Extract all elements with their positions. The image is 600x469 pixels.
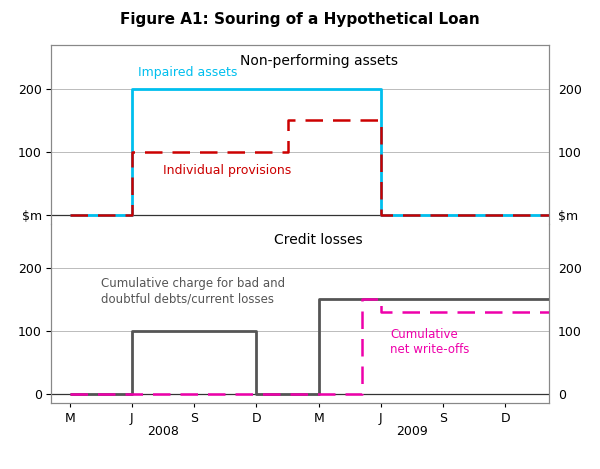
Text: Individual provisions: Individual provisions [163,164,292,177]
Text: Impaired assets: Impaired assets [138,66,238,79]
Text: 2008: 2008 [147,425,179,438]
Text: Credit losses: Credit losses [274,234,363,247]
Text: 2009: 2009 [396,425,428,438]
Text: Cumulative
net write-offs: Cumulative net write-offs [390,328,470,356]
Text: Cumulative charge for bad and
doubtful debts/current losses: Cumulative charge for bad and doubtful d… [101,278,285,305]
Text: Non-performing assets: Non-performing assets [239,54,398,68]
Text: Figure A1: Souring of a Hypothetical Loan: Figure A1: Souring of a Hypothetical Loa… [120,12,480,27]
